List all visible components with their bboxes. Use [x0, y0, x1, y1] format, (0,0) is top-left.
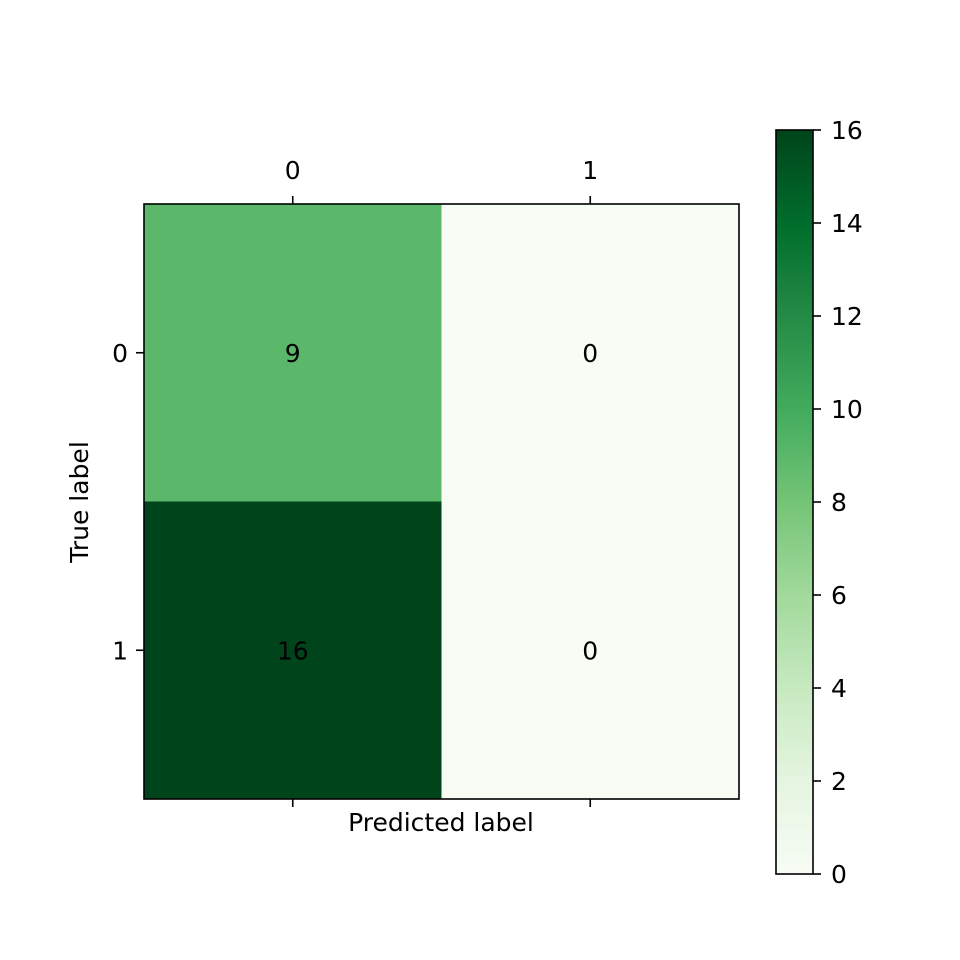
cell-value-label: 9	[285, 339, 301, 368]
colorbar-tick-label: 6	[831, 581, 847, 610]
x-tick-label: 0	[285, 156, 301, 185]
colorbar	[775, 129, 814, 875]
plot-frame	[143, 203, 740, 800]
colorbar-tick-label: 8	[831, 488, 847, 517]
colorbar-tick-label: 2	[831, 767, 847, 796]
colorbar-tick-label: 4	[831, 674, 847, 703]
x-axis-label: Predicted label	[348, 808, 534, 837]
colorbar-tick-label: 14	[831, 209, 863, 238]
colorbar-tick-label: 12	[831, 302, 863, 331]
heatmap-cell	[441, 501, 740, 800]
colorbar-tick-label: 10	[831, 395, 863, 424]
y-axis-label: True label	[65, 441, 94, 564]
heatmap-cell	[144, 204, 442, 502]
cell-value-label: 16	[277, 636, 309, 665]
cell-value-labels: 9 0 16 0	[277, 339, 598, 666]
colorbar-tick-label: 16	[831, 116, 863, 145]
x-tick-label: 1	[582, 156, 598, 185]
heatmap-cells	[144, 204, 740, 800]
cell-value-label: 0	[582, 636, 598, 665]
colorbar-tick-label: 0	[831, 860, 847, 889]
heatmap-cell	[441, 204, 740, 502]
y-tick-label: 0	[112, 339, 128, 368]
cell-value-label: 0	[582, 339, 598, 368]
heatmap-cell	[144, 501, 442, 800]
y-axis-ticks: 01	[112, 339, 144, 665]
colorbar-ticks: 0 2 4 6 8 10 12 14 16	[813, 116, 863, 889]
y-tick-label: 1	[112, 636, 128, 665]
